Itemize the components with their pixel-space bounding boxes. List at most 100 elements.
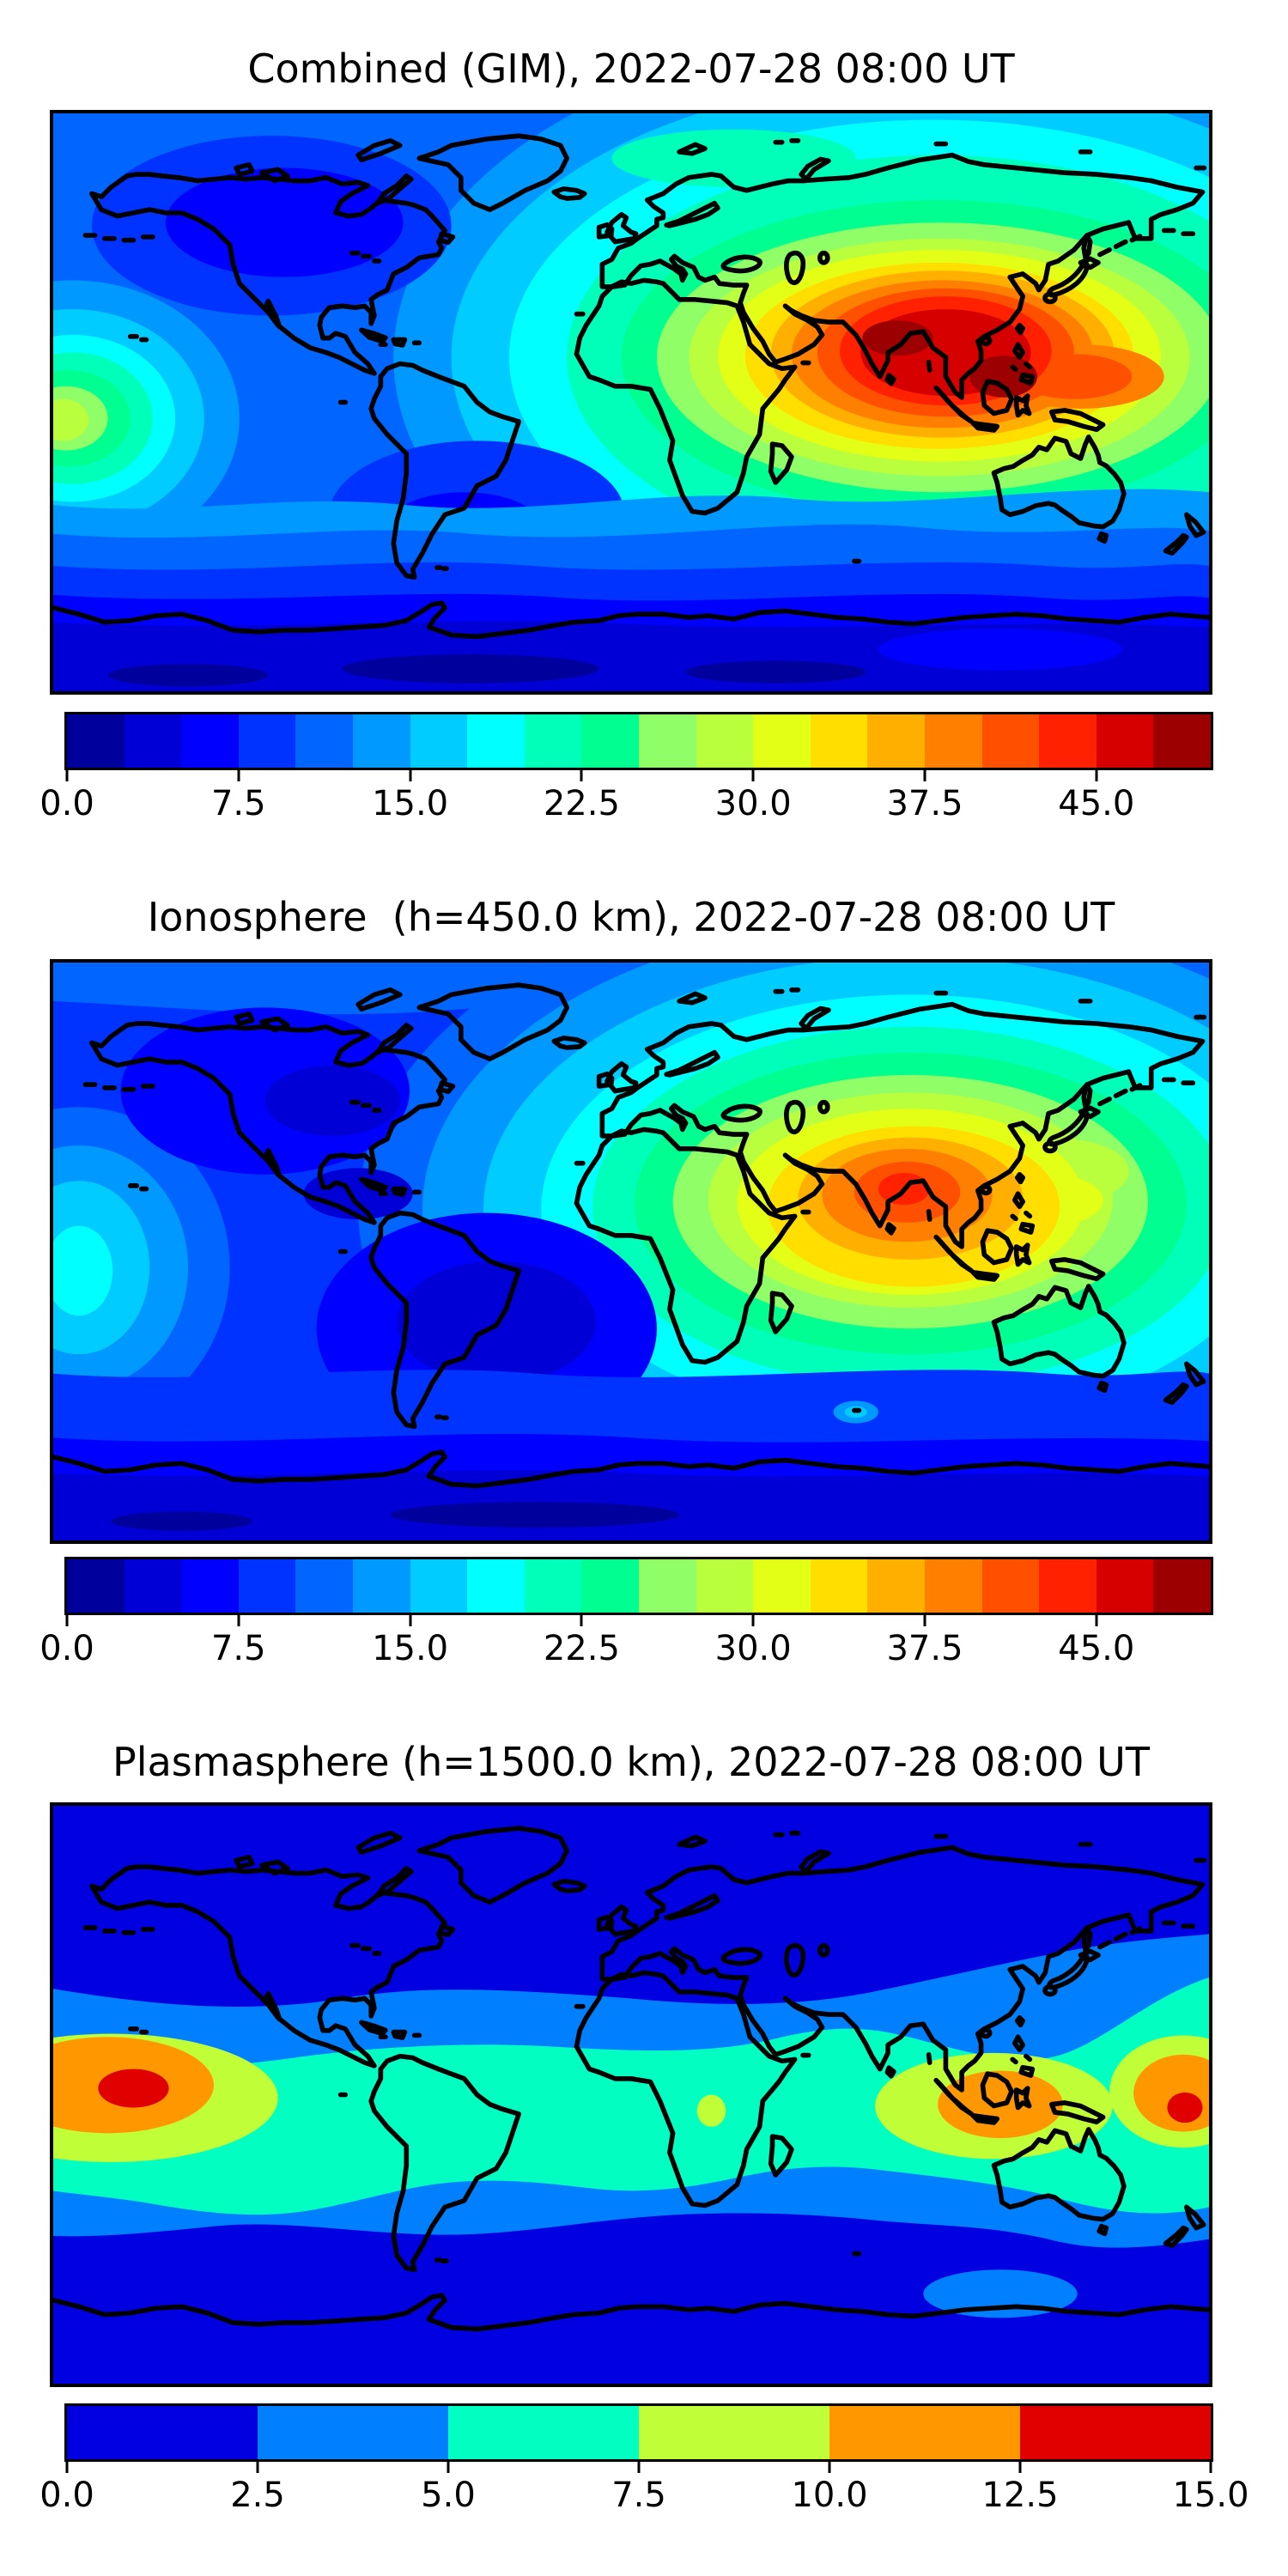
- tick-label: 0.0: [39, 1629, 94, 1668]
- colorbar-segment: [1039, 1559, 1097, 1613]
- tick-label: 45.0: [1058, 784, 1135, 823]
- colorbar-segment: [352, 1559, 410, 1613]
- tick-mark: [65, 2462, 69, 2473]
- colorbar-segment: [67, 2406, 258, 2459]
- contours-combined: [53, 113, 1209, 691]
- colorbar-segment: [1096, 1559, 1154, 1613]
- contour-band: [165, 167, 404, 277]
- colorbar-segment: [448, 2406, 639, 2459]
- colorbar-segment: [1020, 2406, 1211, 2459]
- colorbar-plasmasphere: [64, 2403, 1213, 2462]
- tick-mark: [237, 1615, 240, 1626]
- tick-label: 15.0: [1172, 2476, 1249, 2515]
- contour-band: [53, 398, 89, 441]
- tick-label: 15.0: [372, 1629, 449, 1668]
- contours-plasmasphere: [53, 1806, 1209, 2384]
- tick-mark: [580, 1615, 583, 1626]
- colorbar-segment: [638, 1559, 696, 1613]
- tick-mark: [637, 2462, 641, 2473]
- tick-label: 45.0: [1058, 1629, 1135, 1668]
- panel-title-ionosphere: Ionosphere (h=450.0 km), 2022-07-28 08:0…: [147, 894, 1115, 940]
- tick-mark: [751, 1615, 755, 1626]
- colorbar-combined: [64, 712, 1213, 770]
- colorbar-segment: [124, 714, 182, 768]
- panel-title-plasmasphere: Plasmasphere (h=1500.0 km), 2022-07-28 0…: [112, 1739, 1150, 1785]
- tick-mark: [65, 1615, 69, 1626]
- tick-label: 5.0: [421, 2476, 476, 2515]
- colorbar-segment: [238, 714, 296, 768]
- colorbar-segment: [1039, 714, 1097, 768]
- colorbar-segment: [524, 1559, 582, 1613]
- tick-mark: [447, 2462, 450, 2473]
- colorbar-segment: [696, 714, 754, 768]
- contour-band: [878, 629, 1123, 671]
- colorbar-ionosphere: [64, 1557, 1213, 1615]
- colorbar-segment: [981, 1559, 1040, 1613]
- tick-mark: [237, 770, 240, 781]
- colorbar-segment: [1153, 714, 1211, 768]
- colorbar-segment: [981, 714, 1040, 768]
- tick-mark: [1095, 770, 1098, 781]
- tick-label: 7.5: [611, 2476, 666, 2515]
- colorbar-segment: [753, 1559, 811, 1613]
- colorbar-ticks-combined: 0.0 7.5 15.0 22.5 30.0 37.5 45.0: [39, 770, 1211, 873]
- tick-label: 30.0: [714, 784, 792, 823]
- tick-mark: [580, 770, 583, 781]
- tick-label: 15.0: [372, 784, 449, 823]
- tick-mark: [751, 770, 755, 781]
- colorbar-segment: [924, 714, 982, 768]
- contour-band: [685, 660, 866, 683]
- colorbar-ticks-plasmasphere: 0.0 2.5 5.0 7.5 10.0 12.5 15.0: [39, 2462, 1249, 2565]
- colorbar-segment: [638, 714, 696, 768]
- colorbar-segment: [1153, 1559, 1211, 1613]
- colorbar-segment: [696, 1559, 754, 1613]
- panel-title-combined: Combined (GIM), 2022-07-28 08:00 UT: [247, 46, 1015, 92]
- map-plasmasphere: [50, 1802, 1212, 2387]
- colorbar-segment: [67, 1559, 125, 1613]
- contour-band: [107, 664, 269, 687]
- colorbar-segment: [524, 714, 582, 768]
- tick-label: 12.5: [981, 2476, 1059, 2515]
- tick-label: 2.5: [230, 2476, 285, 2515]
- map-ionosphere: [50, 959, 1212, 1544]
- colorbar-segment: [67, 714, 125, 768]
- contours-ionosphere: [53, 963, 1209, 1540]
- tick-label: 22.5: [543, 784, 620, 823]
- contour-band: [611, 129, 856, 187]
- contour-band: [1167, 2092, 1203, 2123]
- tick-label: 37.5: [886, 784, 963, 823]
- tick-mark: [65, 770, 69, 781]
- map-ionosphere-svg: [53, 963, 1209, 1540]
- colorbar-segment: [410, 1559, 468, 1613]
- colorbar-segment: [867, 714, 925, 768]
- tick-label: 10.0: [791, 2476, 868, 2515]
- colorbar-segment: [810, 714, 868, 768]
- tick-mark: [1095, 1615, 1098, 1626]
- tick-mark: [409, 1615, 412, 1626]
- tick-mark: [923, 770, 927, 781]
- tick-mark: [828, 2462, 831, 2473]
- colorbar-segment: [467, 1559, 525, 1613]
- colorbar-segment: [295, 714, 353, 768]
- colorbar-ticks-ionosphere: 0.0 7.5 15.0 22.5 30.0 37.5 45.0: [39, 1615, 1211, 1718]
- tick-mark: [256, 2462, 259, 2473]
- tick-label: 22.5: [543, 1629, 620, 1668]
- tick-label: 37.5: [886, 1629, 963, 1668]
- colorbar-segment: [639, 2406, 829, 2459]
- colorbar-segment: [581, 714, 639, 768]
- contour-band: [862, 320, 933, 356]
- colorbar-segment: [295, 1559, 353, 1613]
- tick-mark: [1209, 2462, 1212, 2473]
- colorbar-segment: [352, 714, 410, 768]
- tick-label: 7.5: [210, 1629, 266, 1668]
- colorbar-segment: [467, 714, 525, 768]
- colorbar-segment: [181, 714, 239, 768]
- tick-mark: [923, 1615, 927, 1626]
- colorbar-segment: [753, 714, 811, 768]
- tick-label: 0.0: [39, 784, 94, 823]
- colorbar-segment: [124, 1559, 182, 1613]
- contour-band: [264, 1065, 400, 1136]
- colorbar-segment: [924, 1559, 982, 1613]
- contour-band: [696, 2094, 726, 2127]
